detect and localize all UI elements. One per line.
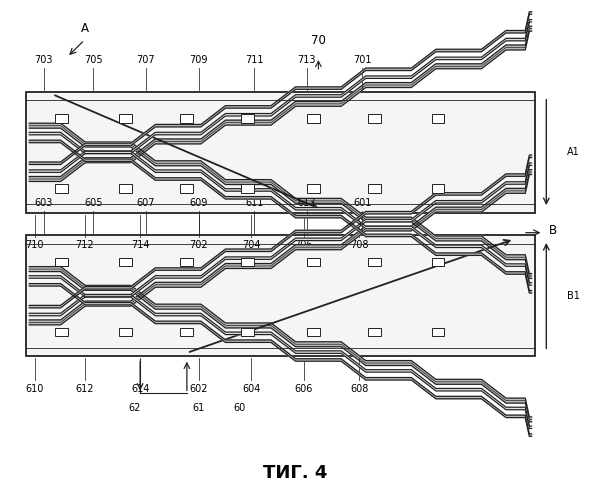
Text: 708: 708 — [350, 240, 369, 250]
Text: B1: B1 — [567, 290, 579, 300]
Text: 607: 607 — [137, 198, 155, 208]
Text: 703: 703 — [34, 54, 53, 64]
Text: 611: 611 — [245, 198, 263, 208]
Bar — [368, 184, 381, 193]
Text: 601: 601 — [353, 198, 371, 208]
Bar — [55, 184, 68, 193]
Polygon shape — [29, 276, 532, 428]
Text: 705: 705 — [84, 54, 103, 64]
Bar — [368, 258, 381, 266]
Bar — [180, 114, 193, 122]
Polygon shape — [29, 26, 532, 182]
Text: 613: 613 — [297, 198, 316, 208]
Bar — [431, 184, 444, 193]
Text: 711: 711 — [245, 54, 263, 64]
Polygon shape — [29, 132, 532, 285]
Polygon shape — [29, 163, 532, 316]
Text: 713: 713 — [297, 54, 316, 64]
Bar — [241, 258, 254, 266]
Text: B: B — [549, 224, 558, 236]
Text: 706: 706 — [294, 240, 313, 250]
Text: A: A — [81, 22, 88, 35]
Bar — [368, 114, 381, 122]
Text: A1: A1 — [567, 148, 579, 158]
Polygon shape — [29, 20, 532, 172]
Text: 62: 62 — [128, 404, 140, 413]
Text: 709: 709 — [189, 54, 208, 64]
Bar — [180, 184, 193, 193]
Polygon shape — [29, 284, 532, 436]
Text: 605: 605 — [84, 198, 103, 208]
Bar — [431, 328, 444, 336]
Text: 60: 60 — [234, 404, 245, 413]
Bar — [26, 235, 535, 356]
Bar — [431, 258, 444, 266]
Text: ΤИГ. 4: ΤИГ. 4 — [263, 464, 327, 481]
Text: 612: 612 — [76, 384, 94, 394]
Bar — [26, 92, 535, 213]
Text: 608: 608 — [350, 384, 369, 394]
Text: 61: 61 — [192, 404, 205, 413]
Bar — [241, 114, 254, 122]
Polygon shape — [29, 155, 532, 308]
Text: 606: 606 — [294, 384, 313, 394]
Text: 602: 602 — [189, 384, 208, 394]
Polygon shape — [29, 12, 532, 164]
Text: 702: 702 — [189, 240, 208, 250]
Bar — [307, 184, 320, 193]
Bar — [180, 258, 193, 266]
Bar — [307, 114, 320, 122]
Bar — [55, 328, 68, 336]
Bar — [241, 328, 254, 336]
Bar — [119, 184, 132, 193]
Bar — [119, 258, 132, 266]
Text: 610: 610 — [26, 384, 44, 394]
Bar — [368, 328, 381, 336]
Bar — [55, 258, 68, 266]
Text: 603: 603 — [34, 198, 53, 208]
Bar — [431, 114, 444, 122]
Polygon shape — [29, 170, 532, 325]
Text: 704: 704 — [242, 240, 260, 250]
Bar — [307, 328, 320, 336]
Text: 614: 614 — [131, 384, 149, 394]
Bar — [241, 184, 254, 193]
Bar — [180, 328, 193, 336]
Text: 604: 604 — [242, 384, 260, 394]
Text: 701: 701 — [353, 54, 372, 64]
Polygon shape — [29, 140, 532, 293]
Bar — [119, 114, 132, 122]
Polygon shape — [29, 123, 532, 278]
Polygon shape — [29, 266, 532, 422]
Text: 707: 707 — [137, 54, 155, 64]
Bar — [119, 328, 132, 336]
Bar — [55, 114, 68, 122]
Text: 609: 609 — [189, 198, 208, 208]
Text: 710: 710 — [26, 240, 44, 250]
Bar — [307, 258, 320, 266]
Text: 712: 712 — [76, 240, 94, 250]
Text: 714: 714 — [131, 240, 149, 250]
Text: 70: 70 — [311, 34, 326, 48]
